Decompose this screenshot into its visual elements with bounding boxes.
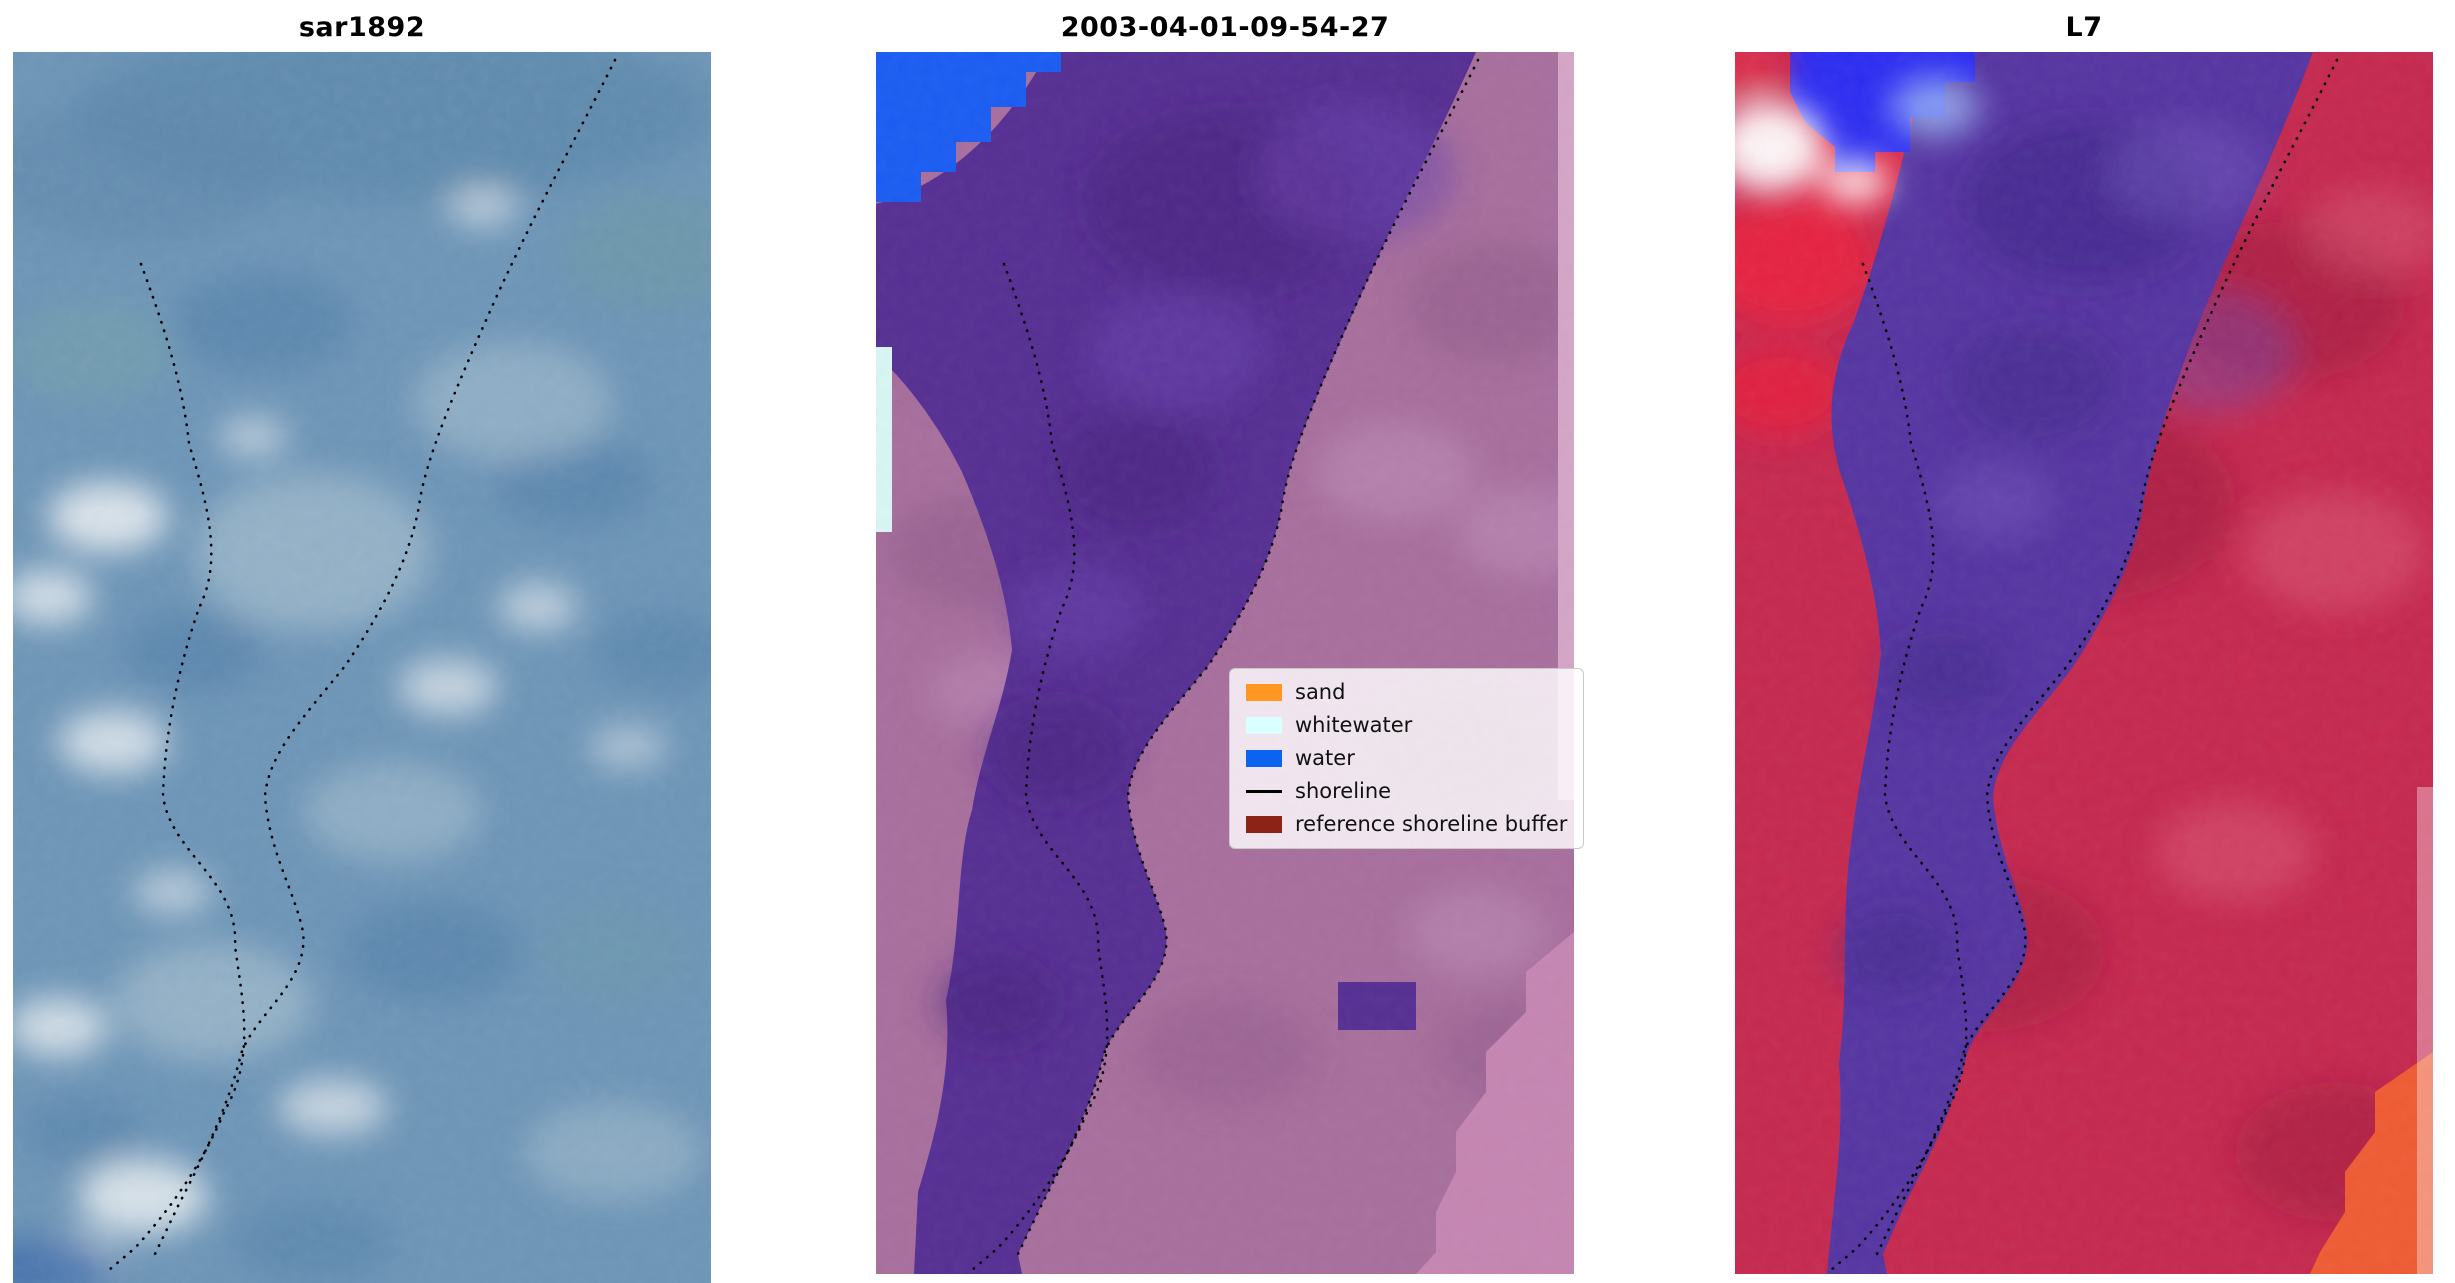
water-swatch [1246,750,1282,768]
panel-title-date: 2003-04-01-09-54-27 [1060,12,1390,43]
l7-panel [1735,52,2433,1274]
panel-title-sar: sar1892 [298,12,426,43]
sar-image [13,52,711,1283]
shoreline-dots [970,58,1480,1272]
legend-label: water [1295,746,1355,771]
legend-label: whitewater [1295,713,1413,738]
whitewater-swatch [1246,717,1282,735]
shoreline-line-swatch [1246,790,1282,794]
legend-label: sand [1295,680,1346,704]
legend-item-whitewater: whitewater [1246,713,1567,738]
legend-label: reference shoreline buffer [1295,812,1568,837]
legend-item-shoreline: shoreline [1246,780,1567,803]
panel-title-l7: L7 [2065,12,2103,43]
legend-item-reference-buffer: reference shoreline buffer [1246,813,1567,836]
shoreline-dots [1829,58,2339,1272]
shoreline-dots [107,58,617,1272]
classification-image [876,52,1574,1274]
classification-panel [876,52,1574,1274]
legend-item-sand: sand [1246,680,1567,704]
legend-item-water: water [1246,747,1567,770]
legend: sand whitewater water shoreline referenc… [1229,668,1585,850]
reference-buffer-swatch [1246,816,1282,834]
legend-label: shoreline [1295,779,1392,804]
l7-image [1735,52,2433,1274]
sar-image-panel [13,52,711,1283]
sand-swatch [1246,684,1282,702]
